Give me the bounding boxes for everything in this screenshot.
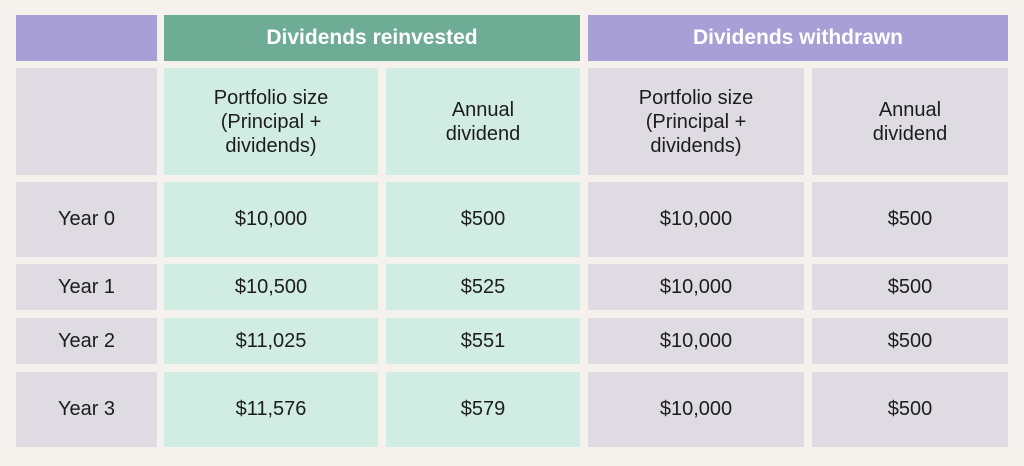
table-cell-withdrawn-dividend: $500 [812, 182, 1008, 257]
table-cell-reinvested-portfolio: $10,500 [164, 264, 378, 310]
column-header-reinvested-portfolio: Portfolio size (Principal + dividends) [164, 68, 378, 175]
table-cell-reinvested-dividend: $579 [386, 372, 580, 447]
row-label: Year 0 [16, 182, 157, 257]
table-cell-reinvested-dividend: $551 [386, 318, 580, 364]
table-cell-withdrawn-portfolio: $10,000 [588, 372, 804, 447]
table-cell-reinvested-dividend: $500 [386, 182, 580, 257]
row-label: Year 3 [16, 372, 157, 447]
column-header-withdrawn-dividend: Annual dividend [812, 68, 1008, 175]
corner-subheader-cell [16, 68, 157, 175]
row-label: Year 1 [16, 264, 157, 310]
row-label: Year 2 [16, 318, 157, 364]
table-cell-reinvested-portfolio: $10,000 [164, 182, 378, 257]
group-header-reinvested: Dividends reinvested [164, 15, 580, 61]
group-header-withdrawn: Dividends withdrawn [588, 15, 1008, 61]
table-cell-withdrawn-portfolio: $10,000 [588, 318, 804, 364]
table-cell-withdrawn-portfolio: $10,000 [588, 264, 804, 310]
table-cell-withdrawn-dividend: $500 [812, 318, 1008, 364]
corner-header-cell [16, 15, 157, 61]
table-cell-reinvested-portfolio: $11,025 [164, 318, 378, 364]
table-cell-withdrawn-portfolio: $10,000 [588, 182, 804, 257]
column-header-reinvested-dividend: Annual dividend [386, 68, 580, 175]
column-header-withdrawn-portfolio: Portfolio size (Principal + dividends) [588, 68, 804, 175]
table-cell-withdrawn-dividend: $500 [812, 264, 1008, 310]
table-cell-reinvested-dividend: $525 [386, 264, 580, 310]
table-cell-withdrawn-dividend: $500 [812, 372, 1008, 447]
table-cell-reinvested-portfolio: $11,576 [164, 372, 378, 447]
